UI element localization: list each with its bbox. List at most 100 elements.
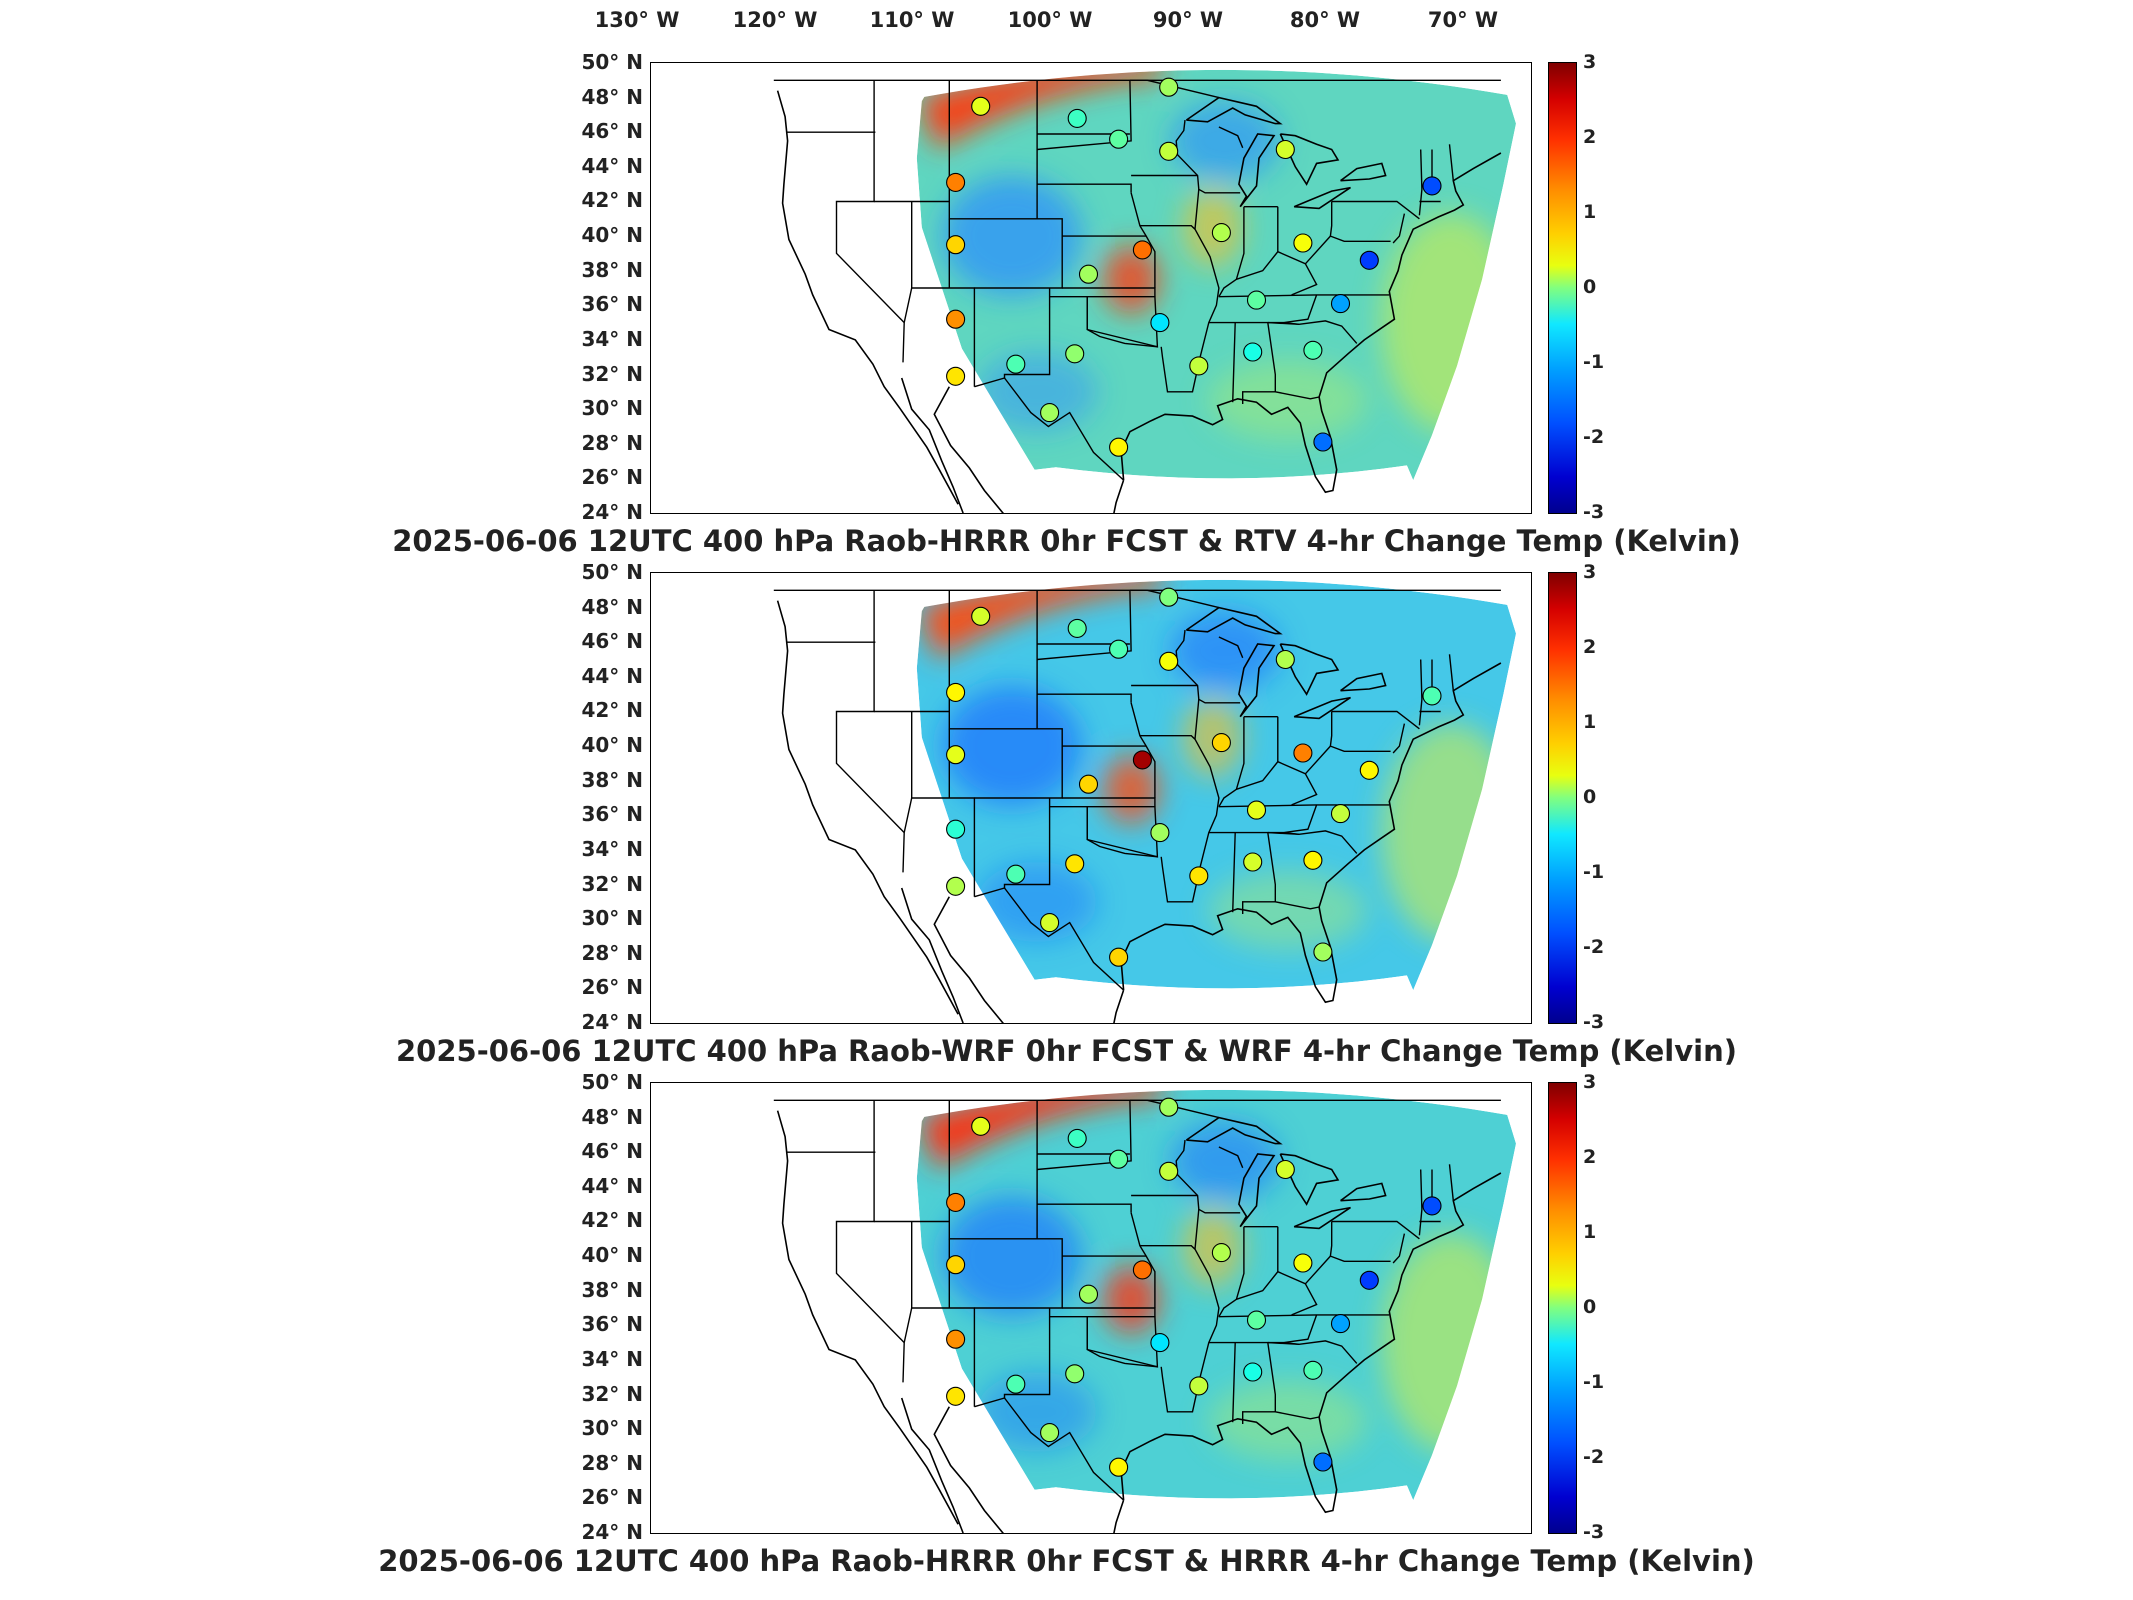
state-boundary: [1232, 1342, 1236, 1423]
great-lake-1: [1185, 96, 1283, 125]
raob-station-marker: [946, 745, 966, 765]
colorbar-tick-label: 0: [1583, 1296, 1597, 1318]
state-boundary: [1448, 144, 1454, 181]
raob-station-marker: [1422, 1196, 1442, 1216]
temperature-map: [773, 1089, 1516, 1533]
coastline-mexico-west: [933, 386, 1004, 513]
raob-station-marker: [1109, 1457, 1129, 1477]
coastline-baja: [900, 887, 964, 1023]
raob-station-marker: [946, 682, 966, 702]
state-boundary: [948, 590, 1038, 730]
raob-station-marker: [1189, 1376, 1209, 1396]
great-lake-2: [1238, 1153, 1276, 1228]
raob-station-marker: [1109, 639, 1129, 659]
raob-station-marker: [1211, 223, 1231, 243]
raob-station-marker: [946, 1192, 966, 1212]
map-frame: [650, 62, 1532, 514]
state-boundary: [1129, 589, 1220, 609]
state-boundary: [1291, 1283, 1318, 1316]
lat-label: 38° N: [581, 1277, 643, 1302]
lat-label: 24° N: [581, 500, 643, 524]
state-boundary: [1236, 1226, 1279, 1300]
raob-station-marker: [1330, 804, 1351, 824]
raob-station-marker: [1303, 340, 1323, 360]
temperature-map: [773, 69, 1516, 513]
lat-label: 46° N: [581, 119, 643, 144]
raob-station-marker: [1040, 403, 1060, 423]
state-boundary: [1236, 206, 1279, 280]
lat-label: 50° N: [581, 1070, 643, 1094]
raob-station-marker: [1109, 437, 1129, 457]
colorbar-tick-label: -1: [1583, 1371, 1605, 1393]
map-panel-1: 50° N 48° N 46° N 44° N 42° N 40° N 38° N 36° N…: [0, 50, 2133, 572]
raob-station-marker: [1189, 356, 1209, 376]
map-frame: [650, 572, 1532, 1024]
state-boundary: [1329, 1221, 1391, 1262]
raob-station-marker: [1313, 1452, 1333, 1472]
colorbar-tick-label: -2: [1583, 426, 1605, 448]
great-lake-1: [1185, 606, 1283, 635]
longitude-axis: 130° W 120° W 110° W 100° W 90° W 80° W …: [0, 0, 2133, 40]
lat-label: 24° N: [581, 1010, 643, 1034]
temperature-field: [916, 69, 1516, 481]
state-boundary: [1232, 832, 1236, 913]
state-boundary: [1037, 80, 1132, 151]
state-boundary: [1232, 322, 1236, 403]
great-lake-3: [1279, 133, 1340, 186]
lat-label: 34° N: [581, 836, 643, 861]
state-boundary: [974, 1238, 1063, 1309]
raob-station-marker: [1275, 139, 1295, 160]
state-boundary: [1037, 183, 1132, 193]
state-boundary: [1275, 391, 1320, 400]
state-boundary: [974, 887, 1005, 898]
lat-label: 42° N: [581, 1208, 643, 1233]
raob-station-marker: [1078, 1284, 1099, 1304]
lon-label-110w: 110° W: [869, 8, 955, 32]
state-boundary: [1267, 1341, 1300, 1345]
colorbar: [1548, 1082, 1577, 1534]
panel-title: 2025-06-06 12UTC 400 hPa Raob-HRRR 0hr F…: [392, 524, 1741, 558]
raob-station-marker: [1243, 852, 1263, 872]
state-boundary: [1130, 702, 1156, 798]
great-lake-1: [1185, 1116, 1283, 1145]
state-boundary: [1418, 659, 1423, 726]
state-boundary: [1037, 1203, 1132, 1213]
state-boundary: [1291, 263, 1318, 296]
raob-station-marker: [1159, 1097, 1179, 1117]
raob-station-marker: [1211, 1243, 1231, 1263]
raob-station-marker: [971, 606, 991, 626]
state-boundary: [1175, 630, 1241, 704]
raob-station-marker: [1359, 760, 1379, 780]
state-boundary: [911, 201, 976, 387]
state-boundary: [902, 287, 913, 363]
state-boundary: [1218, 1226, 1245, 1318]
colorbar: [1548, 572, 1577, 1024]
raob-station-marker: [971, 96, 991, 116]
great-lake-3: [1279, 1153, 1340, 1206]
lat-label: 28° N: [581, 1450, 643, 1475]
coastline-mexico-east: [1113, 989, 1125, 1023]
colorbar-tick-label: -3: [1583, 501, 1605, 523]
state-boundary: [974, 1397, 1005, 1408]
raob-station-marker: [1275, 649, 1295, 670]
raob-station-marker: [1132, 750, 1152, 770]
coastline-gulf-atlantic: [1120, 1172, 1502, 1514]
raob-station-marker: [1065, 344, 1085, 364]
lat-label: 38° N: [581, 257, 643, 282]
lat-label: 40° N: [581, 733, 643, 758]
raob-station-marker: [1303, 1360, 1323, 1380]
state-boundary: [1392, 213, 1406, 244]
lat-label: 32° N: [581, 1381, 643, 1406]
state-boundary: [1086, 806, 1158, 858]
state-boundary: [1086, 1316, 1158, 1368]
state-boundary: [1194, 699, 1200, 740]
raob-station-marker: [1132, 1260, 1152, 1280]
colorbar-tick-label: 2: [1583, 636, 1597, 658]
great-lake-2: [1238, 643, 1276, 718]
state-boundary: [1448, 654, 1454, 691]
map-panel-3: 50° N 48° N 46° N 44° N 42° N 40° N 38° N 36° N…: [0, 1070, 2133, 1592]
lat-label: 34° N: [581, 326, 643, 351]
raob-station-marker: [1150, 1333, 1170, 1353]
great-lake-2: [1238, 133, 1276, 208]
raob-station-marker: [1159, 77, 1179, 97]
